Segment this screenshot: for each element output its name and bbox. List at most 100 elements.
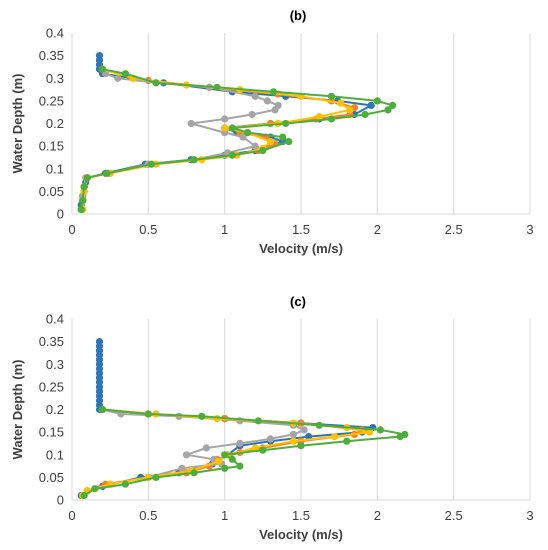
data-point [367,101,375,109]
y-axis-title: Water Depth (m) [10,360,25,460]
data-point [152,79,160,87]
x-tick-label: 1.5 [292,222,310,237]
x-tick-label: 0.5 [139,508,157,523]
data-point [213,83,221,91]
y-tick-label: 0.4 [46,26,64,41]
data-point [114,74,122,82]
data-point [182,451,191,459]
y-tick-label: 0.3 [46,71,64,86]
data-point [198,412,206,420]
chart-title: (b) [290,8,307,23]
data-point [327,92,336,100]
data-point [366,428,374,436]
data-point [221,451,229,459]
data-point [315,113,323,121]
data-point [83,174,91,182]
y-tick-label: 0.15 [39,425,64,440]
chart-title: (c) [290,294,306,309]
data-point [331,433,339,441]
data-point [239,133,247,141]
data-point [251,92,259,100]
data-point [346,106,354,114]
data-point [98,65,107,73]
data-point [259,446,267,454]
y-tick-label: 0.1 [46,447,64,462]
data-point [376,426,384,434]
x-tick-label: 3 [526,508,533,523]
x-axis-title: Velocity (m/s) [259,527,343,542]
data-point [80,183,88,191]
data-point [279,133,287,141]
data-point [95,52,104,60]
data-point [244,129,252,137]
x-tick-label: 2.5 [445,222,463,237]
x-tick-label: 0.5 [139,222,157,237]
data-point [95,338,104,346]
data-point [228,151,236,159]
y-tick-label: 0 [57,493,64,508]
data-point [228,455,236,463]
data-point [300,426,308,434]
chart-b: 0 0.05 0.1 0.15 0.2 0.25 0.3 0.35 0.4 0 0.5 1 1.5 2 2.… [10,8,534,256]
series-line [83,408,406,497]
data-point [401,430,409,438]
data-point [121,70,129,78]
x-tick-label: 0 [68,222,75,237]
y-tick-label: 0.2 [46,116,64,131]
data-point [91,485,99,493]
data-point [289,437,297,445]
chart-c: 0 0.05 0.1 0.15 0.2 0.25 0.3 0.35 0.4 0 0.5 1 1.5 2 2.… [10,294,534,542]
data-point [190,156,198,164]
y-tick-label: 0.1 [46,161,64,176]
x-tick-label: 0 [68,508,75,523]
data-point [315,421,323,429]
series-5 [77,65,397,214]
data-point [121,480,129,488]
data-point [152,473,160,481]
x-axis-title: Velocity (m/s) [259,241,343,256]
data-point [251,142,259,150]
data-point [190,469,198,477]
y-tick-label: 0.4 [46,312,64,327]
data-point [282,119,290,128]
data-point [251,444,259,452]
y-tick-label: 0.05 [39,184,64,199]
x-tick-label: 2 [374,222,381,237]
x-tick-label: 1.5 [292,508,310,523]
y-tick-label: 0 [57,207,64,222]
data-point [384,106,392,114]
data-point [343,437,351,445]
data-point [77,205,85,214]
data-point [178,464,186,472]
data-point [144,410,152,418]
data-point [221,124,229,132]
data-point [228,124,236,132]
x-tick-label: 3 [526,222,533,237]
x-tick-label: 2 [374,508,381,523]
y-tick-label: 0.2 [46,402,64,417]
data-point [80,491,88,500]
series-line [80,72,280,210]
data-point [215,457,223,466]
data-point [79,196,87,204]
data-point [98,405,107,414]
x-tick-label: 1 [221,508,228,523]
data-point [266,435,275,443]
y-tick-label: 0.3 [46,357,64,372]
data-point [289,430,297,438]
data-point [297,442,305,450]
y-tick-label: 0.05 [39,470,64,485]
data-point [274,101,282,109]
y-tick-label: 0.25 [39,93,64,108]
y-tick-label: 0.35 [39,48,64,63]
y-axis-title: Water Depth (m) [10,74,25,174]
data-point [147,160,155,168]
series-5 [80,405,409,500]
data-point [248,110,256,119]
data-point [259,147,267,155]
data-point [285,138,293,146]
data-point [361,110,369,119]
data-point [263,97,271,105]
data-point [236,439,244,447]
data-point [202,444,210,452]
